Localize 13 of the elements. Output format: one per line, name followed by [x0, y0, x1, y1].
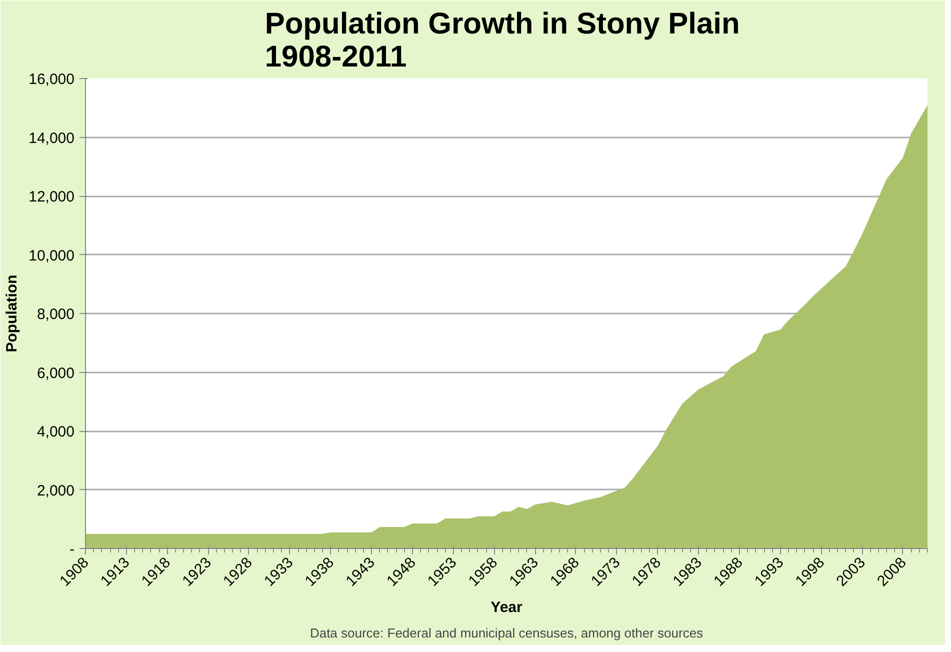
x-axis-title: Year	[490, 598, 523, 616]
y-tick-label: 4,000	[36, 424, 75, 440]
y-tick-label: 8,000	[36, 306, 75, 323]
y-axis-title: Population	[4, 274, 21, 352]
y-tick-label: 14,000	[28, 130, 75, 147]
y-tick-label: 6,000	[36, 364, 75, 382]
y-tick-label: -	[70, 541, 75, 558]
y-tick-label: 16,000	[28, 71, 75, 88]
y-tick-label: 12,000	[28, 188, 75, 206]
source-note: Data source: Federal and municipal censuses, among other sources	[310, 626, 704, 640]
y-tick-label: 10,000	[28, 247, 75, 264]
y-tick-label: 2,000	[36, 482, 75, 500]
chart-title: Population Growth in Stony Plain 1908-2011	[264, 8, 740, 74]
